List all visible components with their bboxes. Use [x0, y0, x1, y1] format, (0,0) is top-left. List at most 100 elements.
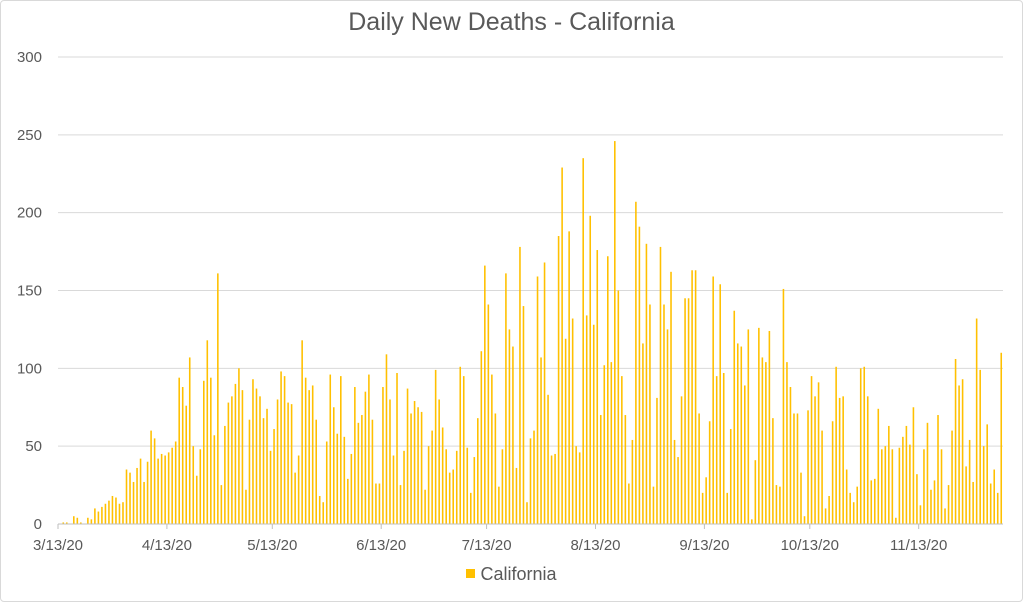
bar	[203, 380, 205, 524]
bar	[607, 256, 609, 524]
bar	[115, 497, 117, 524]
bar	[413, 401, 416, 524]
bar	[687, 298, 690, 524]
legend-swatch	[466, 569, 476, 578]
bar	[557, 236, 560, 524]
bar	[610, 362, 613, 524]
bar	[301, 340, 303, 524]
bar	[722, 373, 725, 524]
bar	[645, 243, 648, 525]
gridlines	[58, 56, 1003, 525]
bar	[357, 422, 360, 524]
bar	[494, 413, 497, 524]
bar	[884, 446, 887, 524]
bar	[378, 483, 381, 524]
bar	[157, 458, 159, 524]
bar	[719, 284, 721, 524]
x-axis: 3/13/20 4/13/20 5/13/20 6/13/20 7/13/20 8/13/…	[33, 523, 1003, 554]
bar	[670, 271, 672, 524]
bar	[954, 358, 957, 524]
bar	[800, 472, 802, 524]
bar	[248, 419, 251, 524]
bar	[132, 481, 135, 524]
bar	[599, 415, 602, 524]
bar	[382, 387, 384, 524]
bar	[758, 327, 760, 524]
bar	[666, 329, 669, 524]
bar	[262, 418, 265, 524]
bar	[842, 396, 844, 524]
bar	[508, 329, 511, 524]
bar	[403, 450, 405, 524]
bar	[751, 519, 753, 524]
x-tick-label: 9/13/20	[679, 537, 729, 554]
bar	[294, 472, 296, 524]
bar	[603, 365, 606, 524]
x-tick-label: 11/13/20	[890, 537, 947, 554]
bar	[431, 430, 433, 524]
bar	[968, 439, 971, 524]
bar	[807, 410, 809, 524]
bar	[856, 486, 858, 524]
bar	[90, 519, 93, 524]
bar	[101, 506, 103, 524]
bar	[280, 371, 282, 524]
bar	[318, 495, 321, 524]
bar	[996, 492, 999, 524]
bar	[905, 425, 908, 524]
x-tick-label: 6/13/20	[356, 537, 406, 554]
bar	[775, 485, 778, 524]
bar	[796, 413, 799, 524]
bar	[947, 485, 950, 524]
y-tick-label: 300	[17, 49, 42, 66]
bar	[427, 446, 430, 524]
bar	[526, 502, 528, 524]
bar	[406, 388, 409, 524]
bar	[740, 346, 743, 524]
bar	[838, 397, 841, 524]
bar	[923, 449, 925, 524]
bar	[340, 376, 342, 524]
bar	[596, 250, 599, 524]
bar	[701, 492, 704, 524]
bar	[729, 429, 732, 524]
bar	[146, 461, 149, 524]
bar	[592, 324, 595, 524]
bar	[65, 522, 68, 524]
bar	[694, 270, 697, 524]
bar	[462, 376, 465, 524]
bar	[786, 362, 788, 524]
bar	[852, 502, 855, 524]
bar	[241, 390, 244, 524]
bar	[536, 276, 539, 524]
bar	[873, 478, 876, 524]
bar	[789, 387, 792, 524]
bar	[638, 226, 641, 524]
bar	[926, 422, 929, 524]
bar	[227, 402, 230, 524]
bar	[448, 472, 451, 524]
bar	[870, 480, 873, 524]
bar	[354, 387, 356, 524]
bar	[389, 399, 391, 524]
bar	[181, 387, 184, 524]
bar	[118, 503, 121, 524]
bar	[772, 418, 774, 524]
bar	[498, 486, 500, 524]
bar	[420, 411, 423, 524]
bar	[80, 522, 82, 524]
bar	[691, 270, 693, 524]
bar	[392, 455, 395, 524]
bar	[979, 369, 981, 524]
bar	[564, 338, 567, 524]
x-tick-label: 8/13/20	[570, 537, 620, 554]
bar	[455, 450, 458, 524]
bar	[297, 455, 300, 524]
bar	[343, 436, 346, 524]
bar	[150, 430, 152, 524]
bar	[779, 486, 781, 524]
bar	[768, 330, 771, 524]
bar	[550, 455, 553, 524]
bar	[87, 517, 89, 524]
bar	[902, 436, 904, 524]
